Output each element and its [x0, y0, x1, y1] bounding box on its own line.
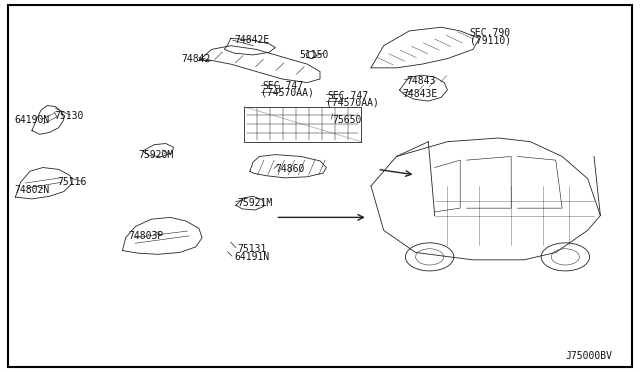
- Text: 75650: 75650: [333, 115, 362, 125]
- Text: (74570AA): (74570AA): [261, 88, 314, 98]
- Text: 74842: 74842: [182, 54, 211, 64]
- Text: 74803P: 74803P: [129, 231, 164, 241]
- Text: (74570AA): (74570AA): [326, 97, 380, 107]
- Text: 75921M: 75921M: [237, 198, 273, 208]
- Text: 74843E: 74843E: [403, 89, 438, 99]
- Text: 74843: 74843: [406, 76, 435, 86]
- Text: 75920M: 75920M: [138, 150, 173, 160]
- Bar: [244, 107, 362, 142]
- Text: SEC.747: SEC.747: [262, 81, 304, 91]
- Text: 75116: 75116: [58, 177, 87, 187]
- Text: 75131: 75131: [237, 244, 266, 254]
- Text: 75130: 75130: [54, 111, 84, 121]
- Text: J75000BV: J75000BV: [565, 351, 612, 361]
- Text: SEC.790: SEC.790: [470, 28, 511, 38]
- Text: 51150: 51150: [300, 50, 329, 60]
- Text: SEC.747: SEC.747: [328, 90, 369, 100]
- Text: 74860: 74860: [275, 164, 305, 174]
- Text: 64191N: 64191N: [234, 252, 269, 262]
- Text: 74842E: 74842E: [234, 35, 269, 45]
- Text: (79110): (79110): [470, 35, 511, 45]
- Text: 74802N: 74802N: [14, 185, 49, 195]
- Text: 64190N: 64190N: [14, 115, 49, 125]
